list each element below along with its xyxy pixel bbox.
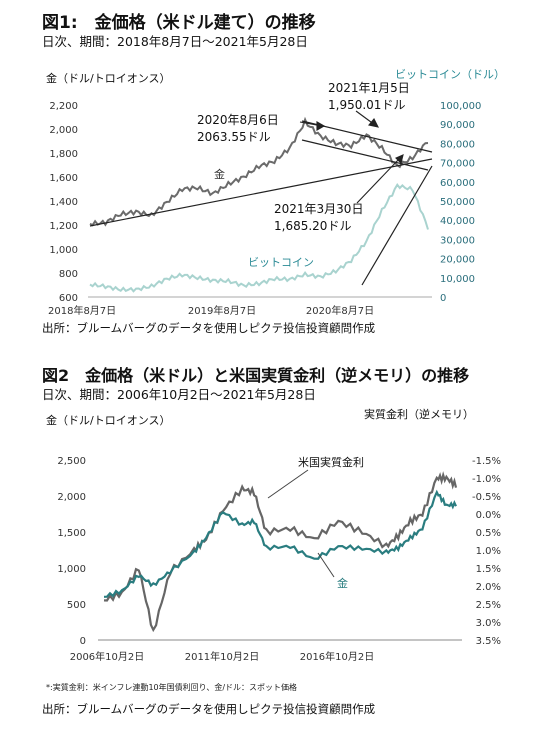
fig1-right-tick-label: 20,000 — [440, 255, 475, 266]
fig2-left-axis-label: 金（ドル/トロイオンス） — [46, 414, 171, 427]
annotation-jan2021-value: 1,950.01ドル — [328, 98, 405, 112]
fig1-right-tick-label: 40,000 — [440, 216, 475, 227]
annotation-aug2020-value: 2063.55ドル — [197, 130, 271, 144]
fig1-right-tick-label: 30,000 — [440, 235, 475, 246]
fig1-right-tick-label: 80,000 — [440, 139, 475, 150]
fig2-left-tick-label: 2,000 — [57, 492, 86, 503]
gold-label-leader — [317, 552, 335, 578]
fig1-left-axis-label: 金（ドル/トロイオンス） — [46, 72, 171, 85]
fig2-right-tick-label: 3.0% — [476, 618, 501, 629]
fig1-source: 出所：ブルームバーグのデータを使用しピクテ投信投資顧問作成 — [42, 321, 376, 335]
fig2-right-tick-label: 2.0% — [476, 582, 501, 593]
fig2-left-tick-label: 1,500 — [57, 528, 86, 539]
fig1-chart: 2,200 2,000 1,800 1,600 1,400 1,200 1,000 800 60… — [48, 81, 481, 317]
fig2-right-tick-label: -1.0% — [472, 474, 501, 485]
fig2-right-tick-label: 3.5% — [476, 636, 501, 647]
fig1-right-tick-label: 0 — [440, 293, 446, 304]
fig1-left-tick-label: 1,000 — [49, 245, 78, 256]
annotation-mar2021-date: 2021年3月30日 — [274, 202, 363, 216]
fig1-x-tick-label: 2019年8月7日 — [188, 304, 256, 317]
fig2-right-tick-label: -0.5% — [472, 492, 501, 503]
fig1-right-tick-label: 10,000 — [440, 274, 475, 285]
fig2-left-tick-label: 2,500 — [57, 456, 86, 467]
annotation-jan2021-date: 2021年1月5日 — [328, 81, 410, 95]
fig1-left-tick-label: 1,600 — [49, 173, 78, 184]
annotation-arrows — [299, 110, 404, 204]
fig1-x-tick-label: 2018年8月7日 — [48, 304, 116, 317]
fig2-x-tick-label: 2011年10月2日 — [185, 650, 260, 663]
fig1-right-axis-label: ビットコイン（ドル） — [395, 68, 505, 81]
fig2-right-tick-label: 2.5% — [476, 600, 501, 611]
fig1-left-tick-label: 600 — [59, 293, 78, 304]
fig2-title: 図2 金価格（米ドル）と米国実質金利（逆メモリ）の推移 — [42, 366, 470, 385]
fig1-right-tick-label: 50,000 — [440, 197, 475, 208]
fig1-right-tick-label: 100,000 — [440, 101, 481, 112]
fig2-subtitle: 日次、期間：2006年10月2日～2021年5月28日 — [42, 387, 316, 402]
fig2-x-tick-label: 2016年10月2日 — [300, 650, 375, 663]
bitcoin-series-line — [89, 183, 429, 293]
fig2-right-tick-label: -1.5% — [472, 456, 501, 467]
fig1-left-tick-label: 2,200 — [49, 101, 78, 112]
fig1-subtitle: 日次、期間：2018年8月7日～2021年5月28日 — [42, 34, 308, 49]
support-trendline — [89, 158, 433, 227]
fig2-footnote: *:実質金利：米インフレ連動10年国債利回り、金/ドル：スポット価格 — [46, 683, 298, 692]
fig2-chart: 2,500 2,000 1,500 1,000 500 0 -1.5% -1.0% -0.5%… — [57, 455, 501, 663]
gold-series-line-2 — [103, 489, 457, 598]
real-rate-series-line — [103, 471, 458, 633]
fig2-source: 出所：ブルームバーグのデータを使用しピクテ投信投資顧問作成 — [42, 702, 376, 716]
gold-series-label: 金 — [214, 167, 225, 181]
gold-series-label-2: 金 — [337, 576, 348, 590]
lower-channel-line — [301, 139, 429, 171]
real-rate-series-label: 米国実質金利 — [298, 455, 364, 469]
fig2-x-tick-label: 2006年10月2日 — [70, 650, 145, 663]
fig1-left-tick-label: 1,400 — [49, 197, 78, 208]
fig2-right-tick-label: 0.5% — [476, 528, 501, 539]
fig1-title: 図1: 金価格（米ドル建て）の推移 — [42, 13, 316, 33]
fig1-left-tick-label: 800 — [59, 269, 78, 280]
fig2-right-tick-label: 1.5% — [476, 564, 501, 575]
fig1-right-tick-label: 90,000 — [440, 120, 475, 131]
fig1-left-tick-label: 2,000 — [49, 125, 78, 136]
fig2-left-tick-label: 500 — [67, 600, 86, 611]
annotation-mar2021-value: 1,685.20ドル — [274, 219, 351, 233]
fig2-right-tick-label: 1.0% — [476, 546, 501, 557]
annotation-aug2020-date: 2020年8月6日 — [197, 113, 279, 127]
bitcoin-trendline — [361, 165, 433, 286]
fig1-left-tick-label: 1,200 — [49, 221, 78, 232]
fig1-right-tick-label: 70,000 — [440, 159, 475, 170]
fig2-right-tick-label: 0.0% — [476, 510, 501, 521]
fig1-left-tick-label: 1,800 — [49, 149, 78, 160]
fig2-right-axis-label: 実質金利（逆メモリ） — [364, 408, 474, 421]
fig2-left-tick-label: 1,000 — [57, 564, 86, 575]
rate-label-leader — [267, 469, 309, 499]
fig1-right-tick-label: 60,000 — [440, 178, 475, 189]
bitcoin-series-label: ビットコイン — [248, 256, 314, 269]
fig2-left-tick-label: 0 — [80, 636, 86, 647]
fig1-x-tick-label: 2020年8月7日 — [306, 304, 374, 317]
